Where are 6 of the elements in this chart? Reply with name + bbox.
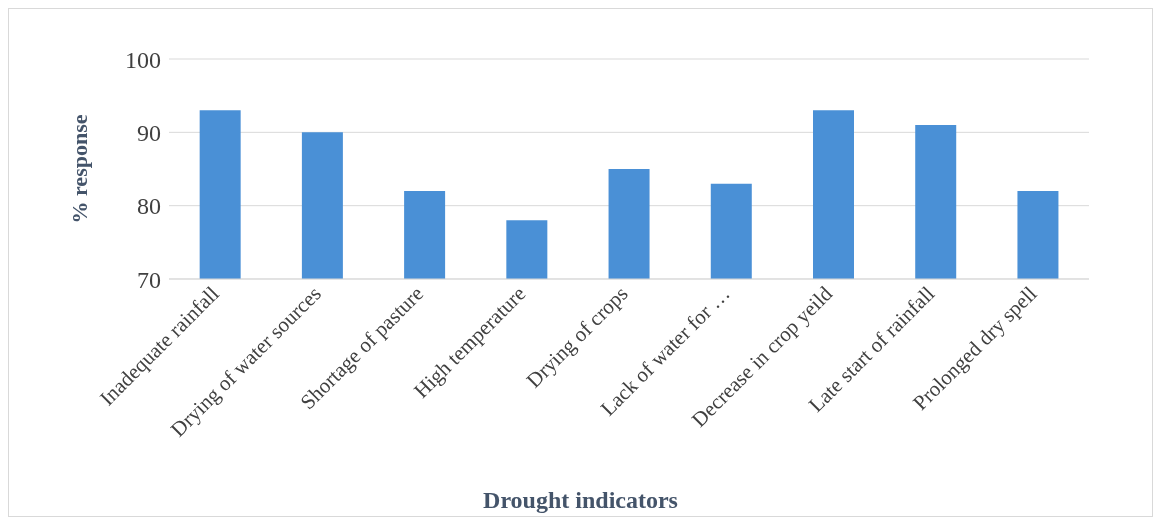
y-tick-label: 80 bbox=[137, 193, 161, 220]
y-tick-label: 90 bbox=[137, 119, 161, 146]
y-tick-label: 100 bbox=[125, 46, 161, 73]
y-axis-title: % response bbox=[66, 114, 92, 224]
x-axis-title: Drought indicators bbox=[482, 487, 679, 514]
y-tick-label: 70 bbox=[137, 266, 161, 293]
